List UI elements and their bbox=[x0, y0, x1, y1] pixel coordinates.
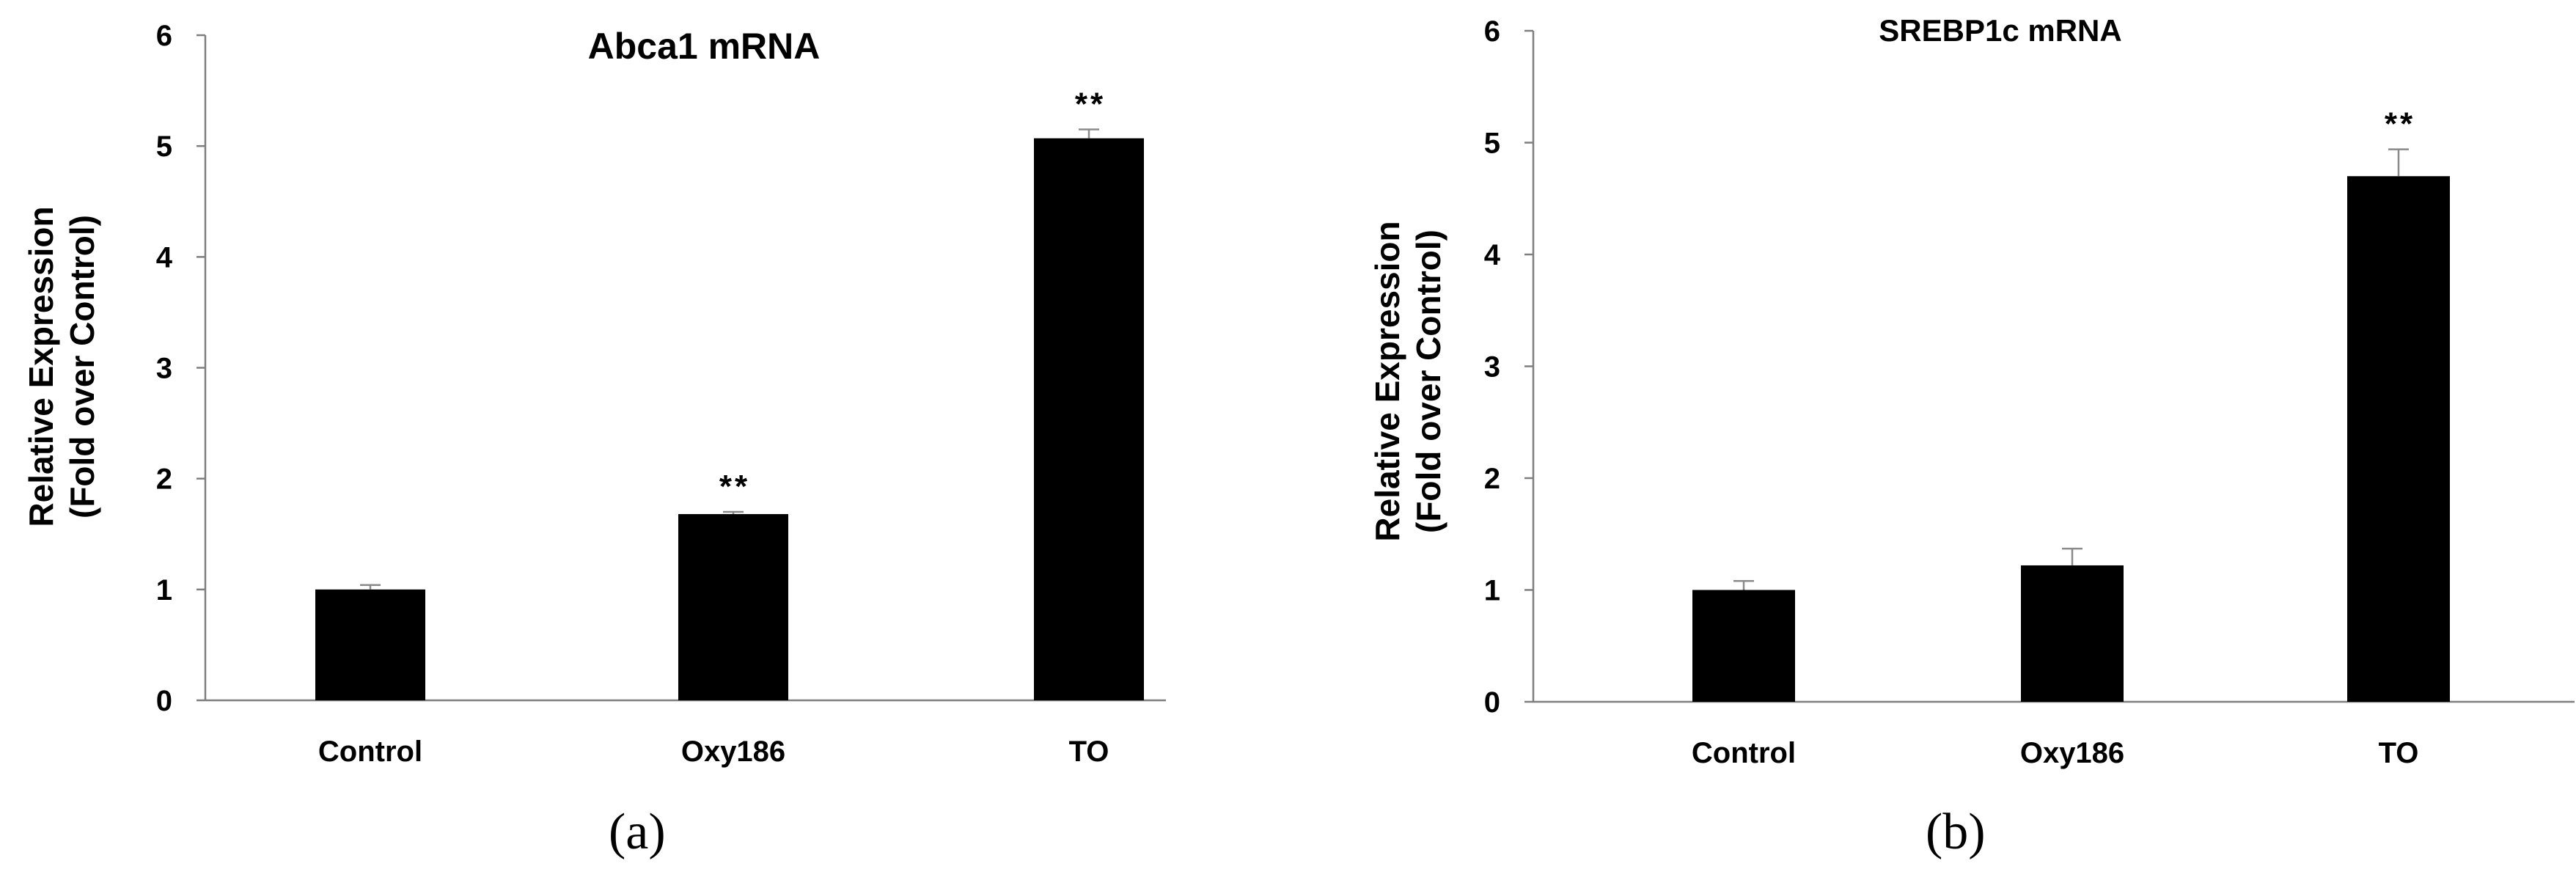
chart-panel-a: Abca1 mRNA Relative Expression(Fold over … bbox=[22, 20, 1166, 860]
y-tick-label: 3 bbox=[1484, 351, 1500, 384]
x-category-label: Control bbox=[1692, 737, 1796, 769]
y-tick-label: 6 bbox=[156, 20, 172, 52]
significance-marker: ** bbox=[2385, 106, 2415, 142]
x-category-label: Oxy186 bbox=[681, 736, 785, 768]
bar-oxy186 bbox=[678, 514, 788, 700]
y-axis-label: Relative Expression(Fold over Control) bbox=[1368, 221, 1447, 541]
bar-control bbox=[1692, 590, 1795, 702]
chart-title: Abca1 mRNA bbox=[588, 26, 821, 67]
x-category-label: Oxy186 bbox=[2020, 737, 2124, 769]
chart-b-svg: SREBP1c mRNA Relative Expression(Fold ove… bbox=[1368, 13, 2575, 769]
chart-title: SREBP1c mRNA bbox=[1879, 13, 2121, 48]
y-tick-label: 1 bbox=[156, 574, 172, 606]
y-tick-label: 3 bbox=[156, 353, 172, 385]
bar-control bbox=[315, 589, 425, 700]
x-category-label: TO bbox=[1069, 736, 1109, 768]
y-tick-label: 5 bbox=[156, 131, 172, 163]
y-tick-label: 4 bbox=[156, 241, 173, 274]
y-tick-label: 2 bbox=[156, 463, 172, 496]
y-tick-label: 6 bbox=[1484, 15, 1500, 48]
bar-oxy186 bbox=[2021, 565, 2124, 702]
chart-a-svg: Abca1 mRNA Relative Expression(Fold over … bbox=[22, 20, 1166, 768]
y-tick-label: 1 bbox=[1484, 575, 1500, 607]
y-axis-label: Relative Expression(Fold over Control) bbox=[22, 206, 101, 527]
bar-to bbox=[2347, 176, 2450, 702]
x-category-label: Control bbox=[318, 736, 422, 768]
y-tick-label: 2 bbox=[1484, 463, 1500, 495]
significance-marker: ** bbox=[1075, 86, 1106, 122]
y-tick-label: 0 bbox=[1484, 686, 1500, 719]
x-category-label: TO bbox=[2379, 737, 2419, 769]
panel-label-b: (b) bbox=[1926, 804, 1986, 860]
y-tick-label: 5 bbox=[1484, 128, 1500, 160]
y-tick-label: 4 bbox=[1484, 239, 1501, 271]
significance-marker: ** bbox=[719, 469, 750, 505]
bar-to bbox=[1034, 138, 1144, 700]
y-tick-label: 0 bbox=[156, 685, 172, 717]
chart-panel-b: SREBP1c mRNA Relative Expression(Fold ove… bbox=[1288, 0, 2576, 880]
panel-label-a: (a) bbox=[609, 804, 666, 860]
